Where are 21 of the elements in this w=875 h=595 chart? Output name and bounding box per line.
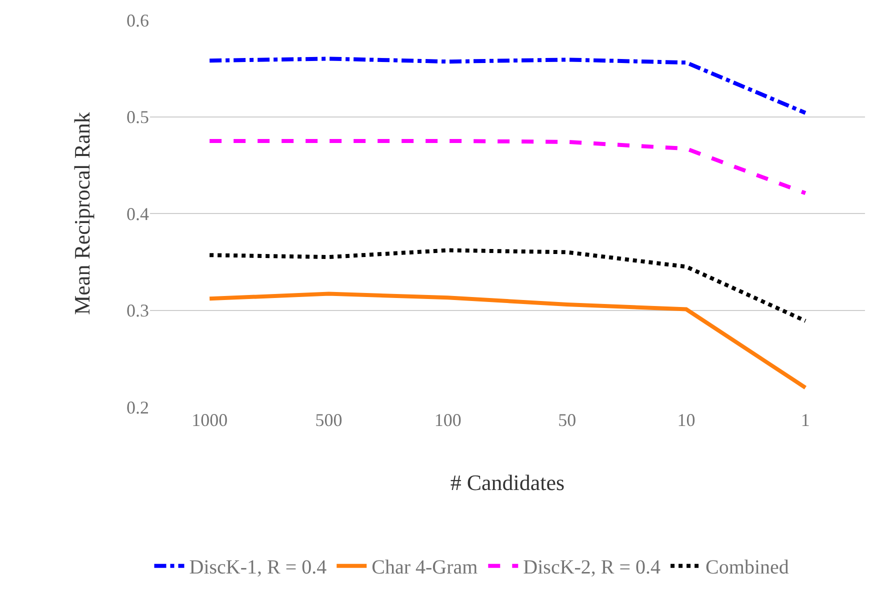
y-tick-label: 0.3	[126, 300, 149, 321]
x-tick-label: 1	[800, 410, 810, 430]
x-tick-label: 1000	[192, 410, 228, 430]
y-tick-label: 0.4	[126, 204, 149, 224]
y-tick-label: 0.2	[126, 397, 149, 418]
legend-label: Combined	[706, 556, 789, 579]
y-tick-label: 0.5	[126, 107, 149, 128]
y-tick-label: 0.6	[126, 10, 149, 30]
legend-label: DiscK-2, R = 0.4	[523, 556, 661, 579]
x-tick-label: 500	[315, 410, 342, 430]
x-tick-label: 10	[677, 410, 696, 430]
line-series	[208, 248, 808, 323]
y-axis-title: Mean Reciprocal Rank	[69, 112, 94, 315]
line-series	[208, 56, 808, 115]
line-series	[208, 292, 808, 390]
x-tick-label: 50	[558, 410, 576, 430]
x-tick-label: 100	[434, 410, 462, 430]
line-series	[208, 138, 808, 196]
legend-label: Char 4-Gram	[372, 556, 478, 579]
x-axis-title: # Candidates	[450, 470, 565, 495]
legend-label: DiscK-1, R = 0.4	[189, 556, 327, 579]
